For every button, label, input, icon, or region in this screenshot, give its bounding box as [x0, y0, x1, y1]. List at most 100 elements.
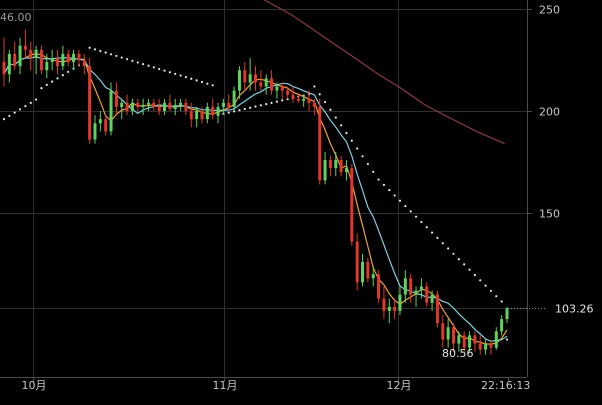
candle-body — [243, 70, 247, 83]
sar-dot — [56, 77, 59, 80]
y-tick-label: 250 — [539, 4, 560, 17]
sar-dot — [420, 220, 423, 224]
candle-body — [355, 241, 359, 283]
candle-body — [446, 327, 450, 340]
candle-body — [39, 49, 43, 71]
sar-dot — [163, 69, 166, 72]
candle-body — [232, 90, 236, 107]
candle-body — [168, 102, 172, 109]
sar-dot — [489, 289, 493, 293]
candle-body — [163, 102, 167, 111]
sar-dot — [340, 124, 343, 127]
moving-averages — [3, 0, 508, 345]
candle-body — [430, 294, 434, 303]
candle-body — [7, 53, 11, 75]
candle-body — [29, 49, 33, 58]
candle-body — [45, 62, 49, 71]
sar-dot — [270, 101, 273, 104]
candle-body — [216, 106, 220, 116]
candle-body — [334, 159, 338, 169]
candle-body — [350, 168, 354, 242]
sar-dot — [430, 231, 434, 234]
x-tick-label: 12月 — [387, 379, 412, 392]
sar-dot — [125, 58, 129, 61]
sar-dot — [131, 59, 134, 62]
sar-dot — [345, 131, 348, 135]
candle-body — [205, 106, 209, 120]
candle-body — [66, 53, 70, 63]
sar-dot — [329, 108, 332, 111]
sar-dot — [463, 263, 466, 266]
candle-body — [114, 90, 118, 107]
candle-body — [146, 102, 150, 105]
sar-dot — [473, 273, 476, 277]
candle-body — [211, 106, 215, 116]
sar-dot — [382, 183, 386, 186]
high-value-label: 46.00 — [0, 11, 32, 24]
sar-dot — [361, 155, 364, 158]
sar-dot — [479, 279, 482, 282]
candle-body — [425, 286, 429, 303]
candle-body — [88, 66, 92, 140]
sar-dot — [484, 284, 487, 287]
sar-dot — [457, 258, 460, 261]
candle-body — [200, 111, 204, 120]
candle-body — [173, 104, 177, 109]
candle-body — [130, 102, 134, 111]
candle-body — [451, 327, 455, 344]
sar-dot — [104, 51, 107, 54]
ma-long-line — [263, 0, 505, 145]
sar-dot — [393, 194, 396, 197]
candle-body — [398, 294, 402, 311]
candle-body — [254, 74, 257, 83]
sar-dot — [99, 49, 102, 53]
sar-dot — [243, 107, 246, 111]
candle-body — [414, 290, 418, 295]
sar-dot — [45, 83, 48, 86]
candle-body — [98, 119, 102, 124]
sar-dot — [372, 170, 375, 173]
candle-body — [23, 45, 27, 50]
candle-body — [403, 278, 407, 295]
x-tick-label: 10月 — [22, 379, 47, 392]
sar-dot — [142, 62, 145, 66]
candle-body — [371, 274, 375, 279]
candle-body — [318, 106, 322, 181]
candle-body — [275, 86, 279, 91]
sar-dot — [436, 236, 439, 239]
sar-dot — [8, 114, 11, 117]
candle-body — [484, 343, 488, 350]
candle-body — [377, 274, 381, 299]
sar-dot — [206, 82, 209, 85]
candle-body — [302, 98, 306, 101]
candle-body — [478, 343, 482, 350]
sar-dot — [67, 70, 70, 73]
sar-dot — [51, 80, 54, 83]
candle-body — [34, 49, 38, 58]
sar-dot — [281, 99, 284, 102]
sar-dot — [447, 247, 450, 250]
axes — [0, 0, 528, 378]
sar-dot — [152, 66, 155, 69]
candle-body — [136, 102, 140, 107]
sar-dot — [93, 48, 97, 51]
candle-body — [419, 286, 423, 291]
candle-body — [157, 106, 161, 111]
candle-body — [184, 102, 188, 111]
sar-dot — [211, 84, 214, 87]
candle-body — [291, 94, 295, 99]
candle-body — [189, 111, 193, 120]
ma-slow-line — [3, 56, 508, 342]
candle-body — [296, 98, 300, 101]
sar-dot — [136, 61, 139, 64]
sar-dot — [495, 295, 498, 298]
sar-dot — [377, 178, 380, 181]
sar-dot — [259, 104, 262, 107]
candle-body — [125, 102, 129, 111]
x-tick-label: 11月 — [213, 379, 238, 392]
sar-dot — [227, 111, 230, 114]
sar-dot — [468, 268, 471, 271]
sar-dot — [249, 106, 252, 109]
candle-body — [104, 119, 108, 132]
